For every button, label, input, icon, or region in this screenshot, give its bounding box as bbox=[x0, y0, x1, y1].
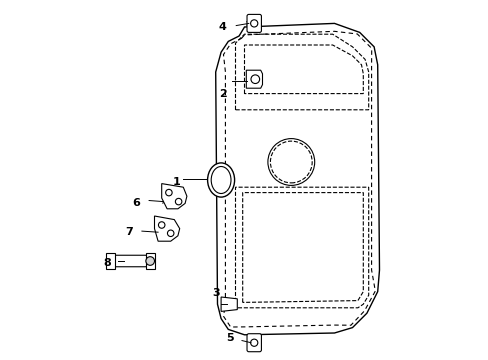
FancyBboxPatch shape bbox=[113, 255, 146, 267]
FancyBboxPatch shape bbox=[246, 14, 261, 32]
Polygon shape bbox=[106, 253, 115, 269]
Text: 8: 8 bbox=[103, 258, 111, 268]
Ellipse shape bbox=[207, 163, 234, 197]
Polygon shape bbox=[221, 297, 237, 311]
Text: 5: 5 bbox=[226, 333, 233, 343]
Text: 6: 6 bbox=[132, 198, 140, 208]
FancyBboxPatch shape bbox=[246, 334, 261, 352]
Circle shape bbox=[145, 257, 154, 265]
Polygon shape bbox=[162, 184, 186, 209]
Polygon shape bbox=[145, 253, 155, 269]
Text: 1: 1 bbox=[172, 177, 180, 187]
Polygon shape bbox=[154, 216, 179, 241]
Text: 7: 7 bbox=[125, 227, 133, 237]
Polygon shape bbox=[246, 70, 262, 88]
Text: 2: 2 bbox=[219, 89, 226, 99]
Text: 3: 3 bbox=[211, 288, 219, 298]
Text: 4: 4 bbox=[219, 22, 226, 32]
